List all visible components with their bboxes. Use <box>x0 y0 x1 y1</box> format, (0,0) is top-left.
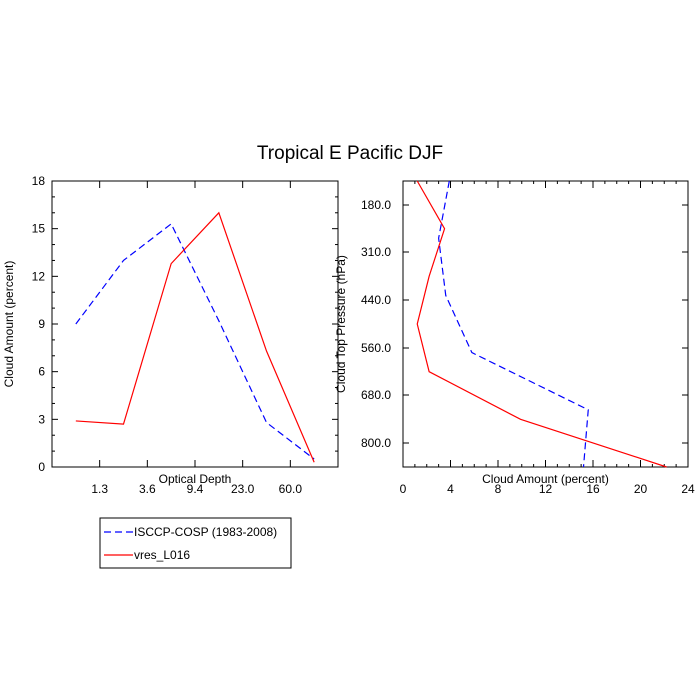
y-tick-label: 18 <box>32 174 46 188</box>
x-tick-label: 0 <box>400 482 407 496</box>
legend: ISCCP-COSP (1983-2008) vres_L016 <box>99 517 292 569</box>
left-plot-frame <box>51 180 339 468</box>
legend-label-obs: ISCCP-COSP (1983-2008) <box>134 525 277 539</box>
x-tick-label: 60.0 <box>279 482 303 496</box>
right-y-axis-label: Cloud Top Pressure (hPa) <box>334 255 348 393</box>
cloud-top-pressure-panel: 180.0 310.0 440.0 560.0 680.0 800.0 0 4 8 12 16 20 2… <box>334 180 695 496</box>
left-series-line-0 <box>75 222 315 460</box>
y-tick-label: 180.0 <box>361 198 391 212</box>
left-series-line-1 <box>75 211 315 463</box>
y-tick-label: 440.0 <box>361 293 391 307</box>
x-tick-label: 20 <box>634 482 648 496</box>
chart-title: Tropical E Pacific DJF <box>257 143 443 164</box>
y-tick-label: 6 <box>38 365 45 379</box>
right-x-axis-label: Cloud Amount (percent) <box>482 472 609 486</box>
y-tick-label: 0 <box>38 460 45 474</box>
y-tick-label: 800.0 <box>361 436 391 450</box>
x-tick-label: 8 <box>495 482 502 496</box>
x-tick-label: 24 <box>681 482 695 496</box>
y-tick-label: 560.0 <box>361 341 391 355</box>
y-tick-label: 15 <box>32 222 46 236</box>
x-tick-label: 4 <box>447 482 454 496</box>
right-series-line-0 <box>438 180 589 468</box>
y-tick-label: 3 <box>38 412 45 426</box>
y-tick-label: 9 <box>38 317 45 331</box>
x-tick-label: 3.6 <box>139 482 156 496</box>
left-y-axis-label: Cloud Amount (percent) <box>2 261 16 388</box>
right-plot-frame <box>402 180 689 468</box>
right-series-line-1 <box>416 180 667 468</box>
x-tick-label: 1.3 <box>91 482 108 496</box>
y-tick-label: 310.0 <box>361 245 391 259</box>
x-tick-label: 9.4 <box>187 482 204 496</box>
legend-label-model: vres_L016 <box>134 548 190 562</box>
y-tick-label: 680.0 <box>361 388 391 402</box>
y-tick-label: 12 <box>32 269 46 283</box>
x-tick-label: 16 <box>586 482 600 496</box>
x-tick-label: 12 <box>539 482 553 496</box>
optical-depth-panel: 0 3 6 9 12 15 18 1.3 3.6 9.4 23.0 60.0 Optical Depth… <box>2 174 339 496</box>
legend-box <box>99 517 292 569</box>
x-tick-label: 23.0 <box>231 482 255 496</box>
left-x-axis-label: Optical Depth <box>159 472 232 486</box>
